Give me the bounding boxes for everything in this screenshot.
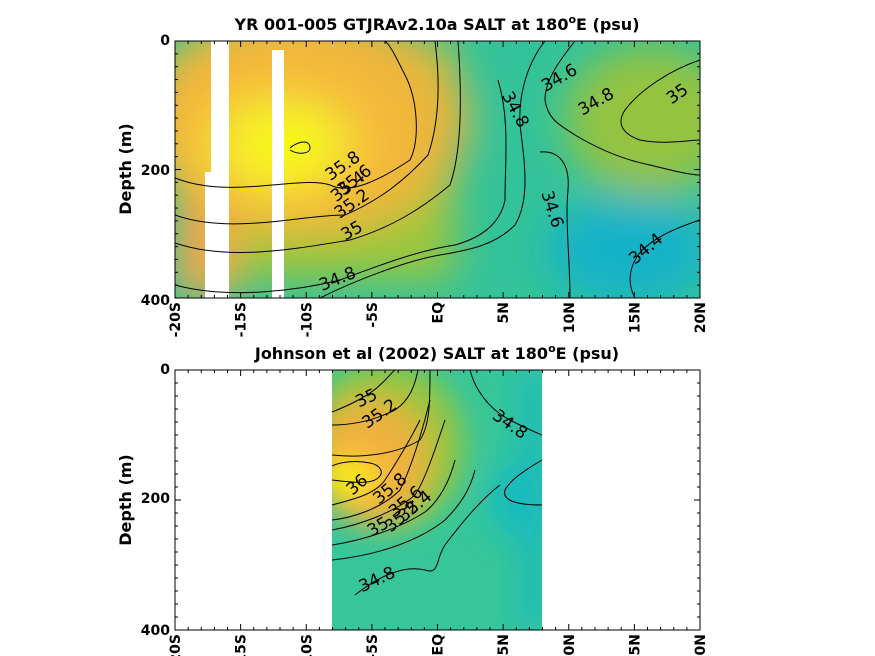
- model-y-tick-label: 200: [141, 163, 170, 179]
- observation-x-tick-label: 10N: [562, 634, 578, 656]
- missing-column: [205, 172, 215, 298]
- observation-x-tick-label: -10S: [299, 634, 315, 656]
- model-x-tick-label: 5N: [496, 302, 512, 323]
- model-y-axis-label: Depth (m): [116, 123, 135, 215]
- model-x-tick-label: -10S: [299, 302, 315, 337]
- observation-x-tick-label: 15N: [627, 634, 643, 656]
- observation-y-tick-label: 0: [160, 362, 170, 378]
- model-x-tick-label: 20N: [693, 302, 709, 333]
- observation-y-axis-label: Depth (m): [116, 454, 135, 546]
- model-x-tick-label: -20S: [168, 302, 184, 337]
- observation-panel-title: Johnson et al (2002) SALT at 180oE (psu): [254, 342, 619, 363]
- model-x-tick-label: EQ: [431, 302, 447, 324]
- observation-axis-ticks: [174, 369, 701, 631]
- missing-column: [272, 50, 284, 298]
- observation-x-tick-label: -20S: [168, 634, 184, 656]
- observation-x-tick-label: EQ: [431, 634, 447, 656]
- observation-contour-lines: [332, 370, 542, 596]
- observation-y-tick-label: 400: [141, 623, 170, 639]
- model-panel-title: YR 001-005 GTJRAv2.10a SALT at 180oE (ps…: [233, 13, 639, 34]
- model-panel: YR 001-005 GTJRAv2.10a SALT at 180oE (ps…: [116, 13, 709, 337]
- missing-column: [211, 41, 229, 298]
- observation-x-tick-label: 5N: [496, 634, 512, 655]
- observation-x-tick-labels: -20S -15S -10S -5S EQ 5N 10N 15N 20N: [168, 634, 709, 656]
- observation-x-tick-label: 20N: [693, 634, 709, 656]
- model-x-tick-labels: -20S -15S -10S -5S EQ 5N 10N 15N 20N: [168, 302, 709, 337]
- model-axis-ticks: [174, 40, 701, 299]
- model-y-tick-label: 400: [141, 293, 170, 309]
- model-x-tick-label: 15N: [627, 302, 643, 333]
- model-x-tick-label: -5S: [365, 302, 381, 328]
- model-x-tick-label: 10N: [562, 302, 578, 333]
- observation-y-tick-label: 200: [141, 491, 170, 507]
- model-y-tick-label: 0: [160, 33, 170, 49]
- model-x-tick-label: -15S: [234, 302, 250, 337]
- model-contour-lines: [175, 41, 700, 298]
- observation-panel: Johnson et al (2002) SALT at 180oE (psu): [116, 342, 709, 656]
- observation-x-tick-label: -15S: [234, 634, 250, 656]
- observation-x-tick-label: -5S: [365, 634, 381, 656]
